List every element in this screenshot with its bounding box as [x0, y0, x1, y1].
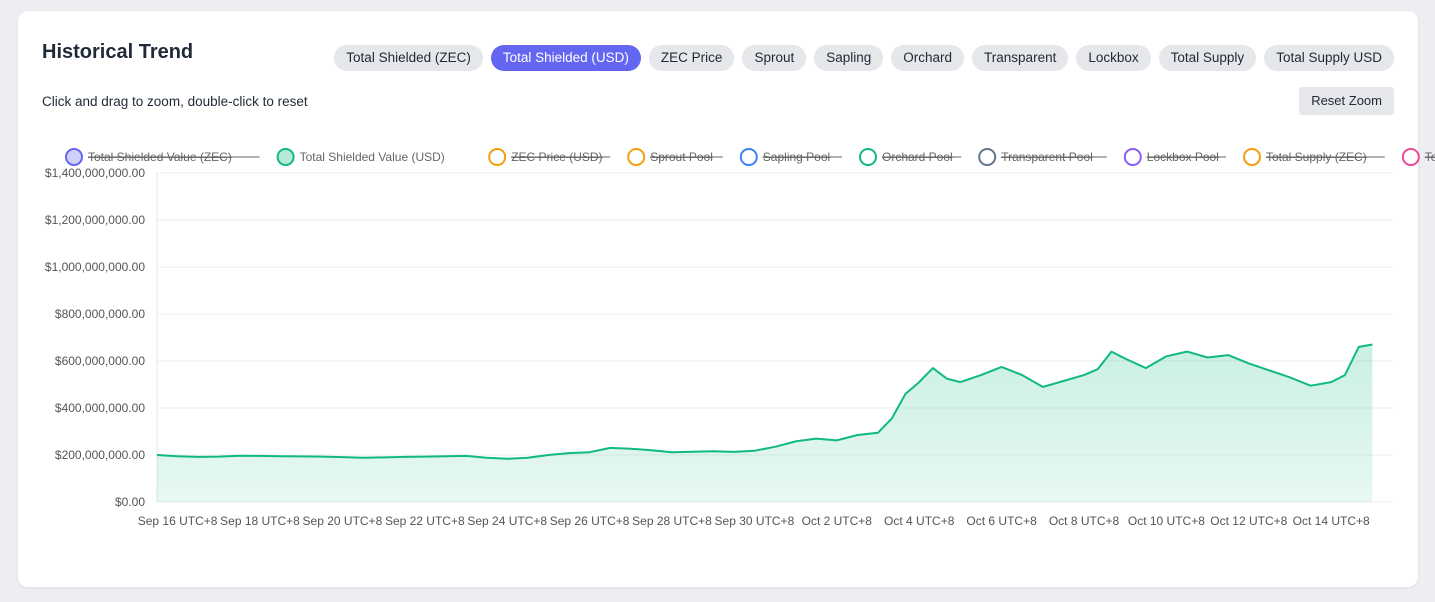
legend-item[interactable]: Total Supply (USD) — [1401, 148, 1435, 166]
legend-swatch — [1123, 148, 1142, 166]
zoom-hint: Click and drag to zoom, double-click to … — [42, 94, 308, 109]
legend-item[interactable]: Total Supply (ZEC) — [1243, 148, 1385, 166]
x-tick-label: Oct 12 UTC+8 — [1210, 514, 1287, 528]
legend-swatch — [627, 148, 646, 166]
tab-total-supply-usd[interactable]: Total Supply USD — [1264, 45, 1394, 71]
y-tick-label: $600,000,000.00 — [55, 354, 145, 368]
y-tick-label: $1,000,000,000.00 — [45, 260, 145, 274]
tab-total-shielded-zec[interactable]: Total Shielded (ZEC) — [334, 45, 483, 71]
x-tick-label: Sep 18 UTC+8 — [220, 514, 300, 528]
legend-item[interactable]: Lockbox Pool — [1123, 148, 1226, 166]
legend-item[interactable]: Total Shielded Value (USD) — [276, 148, 445, 166]
x-tick-label: Sep 20 UTC+8 — [303, 514, 383, 528]
tab-lockbox[interactable]: Lockbox — [1076, 45, 1151, 71]
tab-sapling[interactable]: Sapling — [814, 45, 884, 71]
y-tick-label: $400,000,000.00 — [55, 401, 145, 415]
x-tick-label: Oct 4 UTC+8 — [884, 514, 955, 528]
x-tick-label: Oct 8 UTC+8 — [1049, 514, 1120, 528]
legend-swatch — [859, 148, 877, 166]
legend-item[interactable]: Sprout Pool — [627, 148, 723, 166]
legend-swatch — [1243, 148, 1261, 166]
metric-tabs: Total Shielded (ZEC) Total Shielded (USD… — [334, 45, 1394, 71]
tab-total-shielded-usd[interactable]: Total Shielded (USD) — [490, 45, 641, 71]
legend-item[interactable]: ZEC Price (USD) — [488, 148, 611, 166]
x-tick-label: Sep 26 UTC+8 — [550, 514, 630, 528]
tab-zec-price[interactable]: ZEC Price — [648, 45, 735, 71]
series-area-total-shielded-usd — [157, 344, 1373, 502]
legend-item[interactable]: Orchard Pool — [859, 148, 962, 166]
tab-sprout[interactable]: Sprout — [742, 45, 807, 71]
y-tick-label: $200,000,000.00 — [55, 448, 145, 462]
x-tick-label: Oct 6 UTC+8 — [966, 514, 1037, 528]
x-tick-label: Sep 16 UTC+8 — [138, 514, 218, 528]
legend-swatch — [739, 148, 758, 166]
x-tick-label: Sep 24 UTC+8 — [467, 514, 547, 528]
reset-zoom-button[interactable]: Reset Zoom — [1299, 87, 1394, 115]
x-tick-label: Sep 30 UTC+8 — [715, 514, 795, 528]
x-tick-label: Oct 2 UTC+8 — [802, 514, 873, 528]
legend-swatch — [65, 148, 83, 166]
legend-swatch — [488, 148, 507, 166]
tab-total-supply[interactable]: Total Supply — [1158, 45, 1257, 71]
legend-swatch — [978, 148, 997, 166]
legend-item[interactable]: Total Shielded Value (ZEC) — [65, 148, 260, 166]
series-line-total-shielded-usd — [156, 343, 1373, 460]
x-tick-label: Sep 28 UTC+8 — [632, 514, 712, 528]
legend-item[interactable]: Transparent Pool — [978, 148, 1107, 166]
legend-item[interactable]: Sapling Pool — [739, 148, 842, 166]
page-title: Historical Trend — [42, 41, 194, 63]
x-tick-label: Oct 10 UTC+8 — [1128, 514, 1205, 528]
y-tick-label: $0.00 — [115, 495, 145, 509]
y-tick-label: $1,400,000,000.00 — [45, 166, 145, 180]
y-tick-label: $1,200,000,000.00 — [45, 213, 145, 227]
tab-orchard[interactable]: Orchard — [891, 45, 965, 71]
tab-transparent[interactable]: Transparent — [972, 45, 1069, 71]
legend-swatch — [276, 148, 295, 166]
y-tick-label: $800,000,000.00 — [55, 307, 145, 321]
x-tick-label: Sep 22 UTC+8 — [385, 514, 465, 528]
legend-swatch — [1401, 148, 1420, 166]
legend-label: Total Shielded Value (USD) — [300, 150, 445, 164]
x-tick-label: Oct 14 UTC+8 — [1293, 514, 1370, 528]
